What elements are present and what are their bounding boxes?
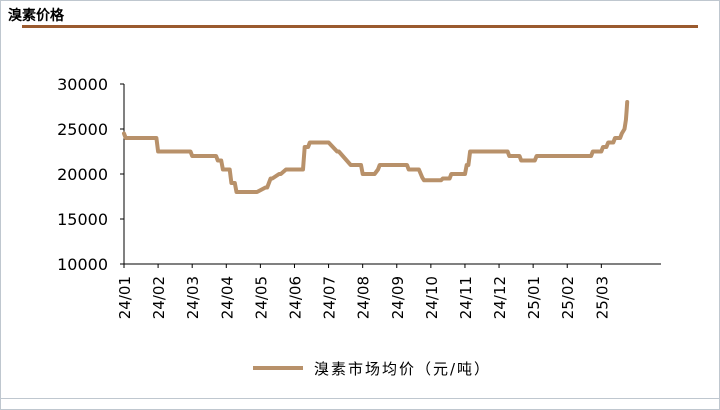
chart-title: 溴素价格 (8, 8, 64, 24)
x-tick-label: 24/10 (423, 276, 441, 319)
y-tick-label: 25000 (57, 120, 108, 139)
x-tick-label: 24/11 (457, 276, 475, 319)
x-tick-label: 24/12 (491, 276, 509, 319)
legend: 溴素市场均价（元/吨） (253, 360, 491, 378)
x-tick-label: 24/02 (150, 276, 168, 319)
x-tick-label: 24/07 (321, 276, 339, 319)
x-tick-label: 25/02 (559, 276, 577, 319)
chart-axes (123, 84, 661, 265)
y-tick-label: 20000 (57, 165, 108, 184)
chart-header: 溴素价格 (0, 0, 720, 28)
y-tick-label: 30000 (57, 75, 108, 94)
title-underline (22, 25, 698, 28)
x-tick-label: 24/03 (184, 276, 202, 319)
y-tick-label: 10000 (57, 255, 108, 274)
x-tick-label: 24/04 (218, 276, 236, 319)
x-axis-ticks: 24/01 24/02 24/03 24/04 24/05 24/06 24/07 24/08… (116, 264, 611, 319)
y-axis-ticks: 10000 15000 20000 25000 30000 (57, 75, 124, 274)
x-tick-label: 24/09 (389, 276, 407, 319)
x-tick-label: 25/03 (593, 276, 611, 319)
bottom-divider (0, 398, 720, 399)
series-group (122, 100, 630, 194)
x-tick-label: 24/08 (355, 276, 373, 319)
x-tick-label: 24/01 (116, 276, 134, 319)
legend-label: 溴素市场均价（元/吨） (314, 360, 491, 378)
x-tick-label: 24/06 (286, 276, 304, 319)
y-tick-label: 15000 (57, 210, 108, 229)
x-tick-label: 25/01 (525, 276, 543, 319)
series-line (122, 100, 630, 194)
x-tick-label: 24/05 (252, 276, 270, 319)
